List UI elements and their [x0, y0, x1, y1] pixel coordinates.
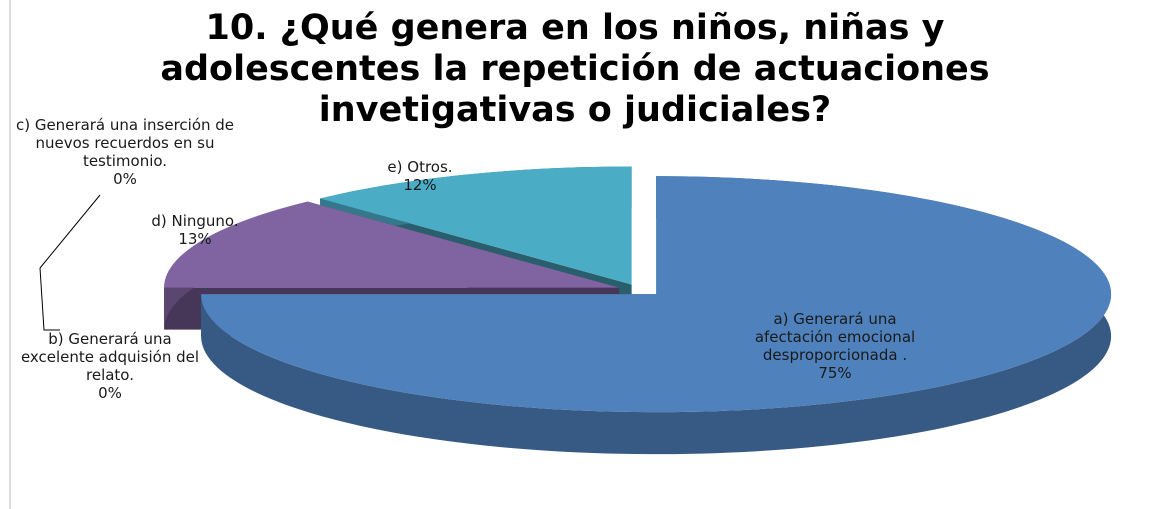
- value-label: 75%: [818, 364, 852, 382]
- pie-slice: [201, 176, 1112, 413]
- value-label: 12%: [403, 176, 437, 194]
- leader-line: [39, 194, 101, 269]
- data-label: e) Otros. 12%: [350, 158, 490, 194]
- category-label: d) Ninguno.: [151, 212, 239, 230]
- pie-slice: [320, 166, 632, 285]
- data-label: d) Ninguno. 13%: [120, 212, 270, 248]
- leader-line: [39, 267, 60, 331]
- category-label: e) Otros.: [387, 158, 453, 176]
- value-label: 0%: [113, 170, 137, 188]
- value-label: 13%: [178, 230, 212, 248]
- value-label: 0%: [98, 384, 122, 402]
- data-label: b) Generará una excelente adquisión del …: [10, 330, 210, 402]
- chart-title: 10. ¿Qué genera en los niños, niñas y ad…: [160, 8, 990, 130]
- category-label: a) Generará una afectación emocional des…: [754, 310, 916, 364]
- data-label: a) Generará una afectación emocional des…: [735, 310, 935, 382]
- category-label: b) Generará una excelente adquisión del …: [20, 330, 200, 384]
- category-label: c) Generará una inserción de nuevos recu…: [15, 116, 235, 170]
- pie-slice: [164, 201, 620, 288]
- data-label: c) Generará una inserción de nuevos recu…: [10, 116, 240, 188]
